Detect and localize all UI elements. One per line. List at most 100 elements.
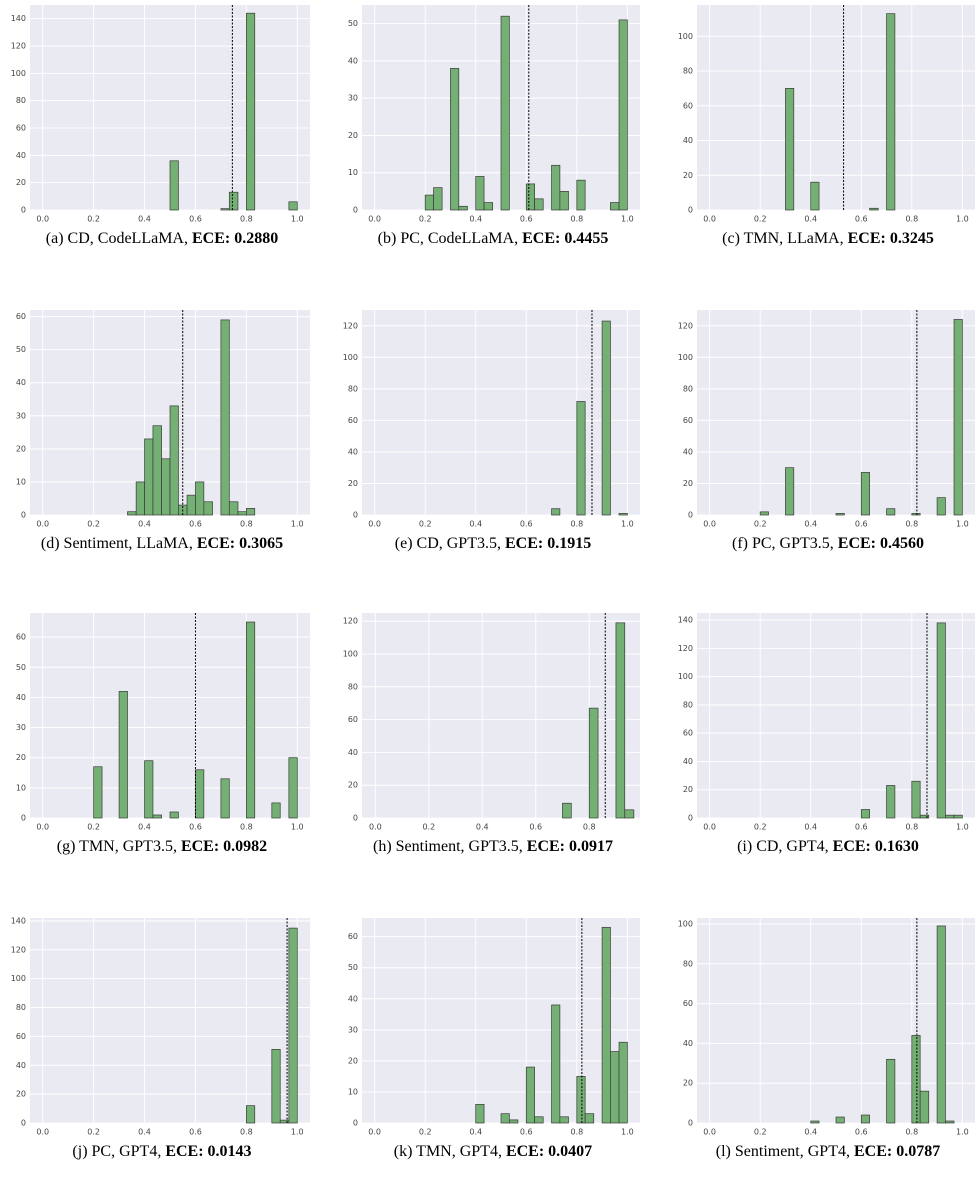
bar xyxy=(562,802,572,819)
bar xyxy=(288,927,298,1124)
y-tick-label: 60 xyxy=(16,124,26,133)
bar xyxy=(576,179,586,211)
caption-text: (d) Sentiment, LLaMA, xyxy=(41,535,193,552)
bar xyxy=(144,760,154,819)
bar xyxy=(911,780,921,819)
y-tick-label: 0 xyxy=(353,206,358,215)
caption-text: (g) TMN, GPT3.5, xyxy=(57,838,177,855)
caption: (f) PC, GPT3.5, ECE: 0.4560 xyxy=(732,535,924,552)
panel: 0.0 0.2 0.4 0.6 0.8 1.0 0 20 40 60 80 100 120 140 (a) … xyxy=(11,5,310,247)
x-tick-label: 0.4 xyxy=(476,823,489,832)
bar xyxy=(810,181,820,211)
caption-text: (j) PC, GPT4, xyxy=(72,1143,161,1160)
y-tick-label: 10 xyxy=(16,477,26,486)
x-tick-label: 1.0 xyxy=(956,823,969,832)
x-tick-label: 0.4 xyxy=(138,823,151,832)
x-tick-label: 0.6 xyxy=(189,215,202,224)
y-tick-label: 0 xyxy=(21,206,26,215)
ece-value: ECE: 0.3245 xyxy=(848,230,934,247)
x-tick-label: 0.8 xyxy=(570,215,583,224)
bar xyxy=(945,814,955,819)
caption-text: (h) Sentiment, GPT3.5, xyxy=(373,838,523,855)
y-tick-label: 0 xyxy=(21,1119,26,1128)
bar xyxy=(551,1004,561,1124)
x-tick-label: 0.0 xyxy=(703,823,716,832)
plot-area xyxy=(697,613,975,818)
caption-text: (e) CD, GPT3.5, xyxy=(395,535,501,552)
panel: 0.0 0.2 0.4 0.6 0.8 1.0 0 10 20 30 40 50 (b) PC, Cod… xyxy=(348,5,640,247)
bar xyxy=(246,621,256,819)
bar xyxy=(525,183,535,211)
caption-text: (f) PC, GPT3.5, xyxy=(732,535,834,552)
bar xyxy=(475,1104,485,1124)
bar xyxy=(919,814,930,819)
bar xyxy=(237,511,247,516)
y-tick-label: 40 xyxy=(348,994,358,1003)
x-tick-label: 0.0 xyxy=(36,1128,49,1137)
x-tick-label: 0.6 xyxy=(855,1128,868,1137)
y-tick-label: 40 xyxy=(16,151,26,160)
x-tick-label: 1.0 xyxy=(956,1128,969,1137)
bar xyxy=(618,1041,628,1124)
y-tick-label: 100 xyxy=(343,353,358,362)
bar xyxy=(161,458,171,516)
bar xyxy=(860,1114,870,1124)
y-tick-label: 60 xyxy=(683,101,693,110)
bar xyxy=(576,401,586,516)
x-tick-label: 0.0 xyxy=(36,823,49,832)
ece-value: ECE: 0.1915 xyxy=(505,535,591,552)
bar xyxy=(559,191,569,211)
y-tick-label: 80 xyxy=(348,384,358,393)
y-tick-label: 60 xyxy=(348,715,358,724)
y-tick-label: 30 xyxy=(16,411,26,420)
x-tick-label: 0.8 xyxy=(905,823,918,832)
y-tick-label: 100 xyxy=(678,353,693,362)
bar xyxy=(886,1058,896,1124)
bar xyxy=(785,467,795,516)
bar xyxy=(588,707,599,819)
caption-text: (k) TMN, GPT4, xyxy=(394,1143,502,1160)
bar xyxy=(288,757,298,819)
y-tick-label: 0 xyxy=(688,814,693,823)
plot-area xyxy=(30,613,310,818)
caption: (i) CD, GPT4, ECE: 0.1630 xyxy=(737,838,919,855)
bar xyxy=(618,513,628,516)
ece-value: ECE: 0.0787 xyxy=(854,1143,940,1160)
ece-value: ECE: 0.3065 xyxy=(197,535,283,552)
bar xyxy=(559,1116,569,1124)
x-tick-label: 0.4 xyxy=(804,215,817,224)
y-tick-label: 60 xyxy=(348,932,358,941)
plot-area xyxy=(362,918,640,1123)
caption: (c) TMN, LLaMA, ECE: 0.3245 xyxy=(722,230,934,247)
y-tick-label: 40 xyxy=(348,748,358,757)
bar xyxy=(759,511,769,516)
bar xyxy=(93,766,103,819)
y-tick-label: 60 xyxy=(683,999,693,1008)
panel: 0.0 0.2 0.4 0.6 0.8 1.0 0 20 40 60 80 100 120 (f) PC,… xyxy=(678,310,975,552)
bar xyxy=(534,1116,544,1124)
bar xyxy=(810,1120,820,1124)
bar xyxy=(919,1090,930,1124)
y-tick-label: 100 xyxy=(678,32,693,41)
y-tick-label: 60 xyxy=(16,1032,26,1041)
bar xyxy=(450,68,460,211)
x-tick-label: 0.4 xyxy=(138,1128,151,1137)
y-tick-label: 80 xyxy=(16,1003,26,1012)
bar xyxy=(624,809,635,819)
x-tick-label: 0.6 xyxy=(189,520,202,529)
x-tick-label: 0.8 xyxy=(583,823,596,832)
bar xyxy=(195,769,205,819)
ece-value: ECE: 0.0917 xyxy=(527,838,613,855)
x-tick-label: 0.2 xyxy=(87,823,100,832)
y-tick-label: 0 xyxy=(21,814,26,823)
bar xyxy=(584,1113,595,1124)
y-tick-label: 120 xyxy=(343,321,358,330)
bar xyxy=(433,187,443,211)
bar xyxy=(618,19,628,211)
y-tick-label: 0 xyxy=(688,1119,693,1128)
y-tick-label: 50 xyxy=(16,663,26,672)
y-tick-label: 40 xyxy=(348,447,358,456)
y-tick-label: 140 xyxy=(678,616,693,625)
bar xyxy=(534,198,544,211)
y-tick-label: 40 xyxy=(683,1039,693,1048)
